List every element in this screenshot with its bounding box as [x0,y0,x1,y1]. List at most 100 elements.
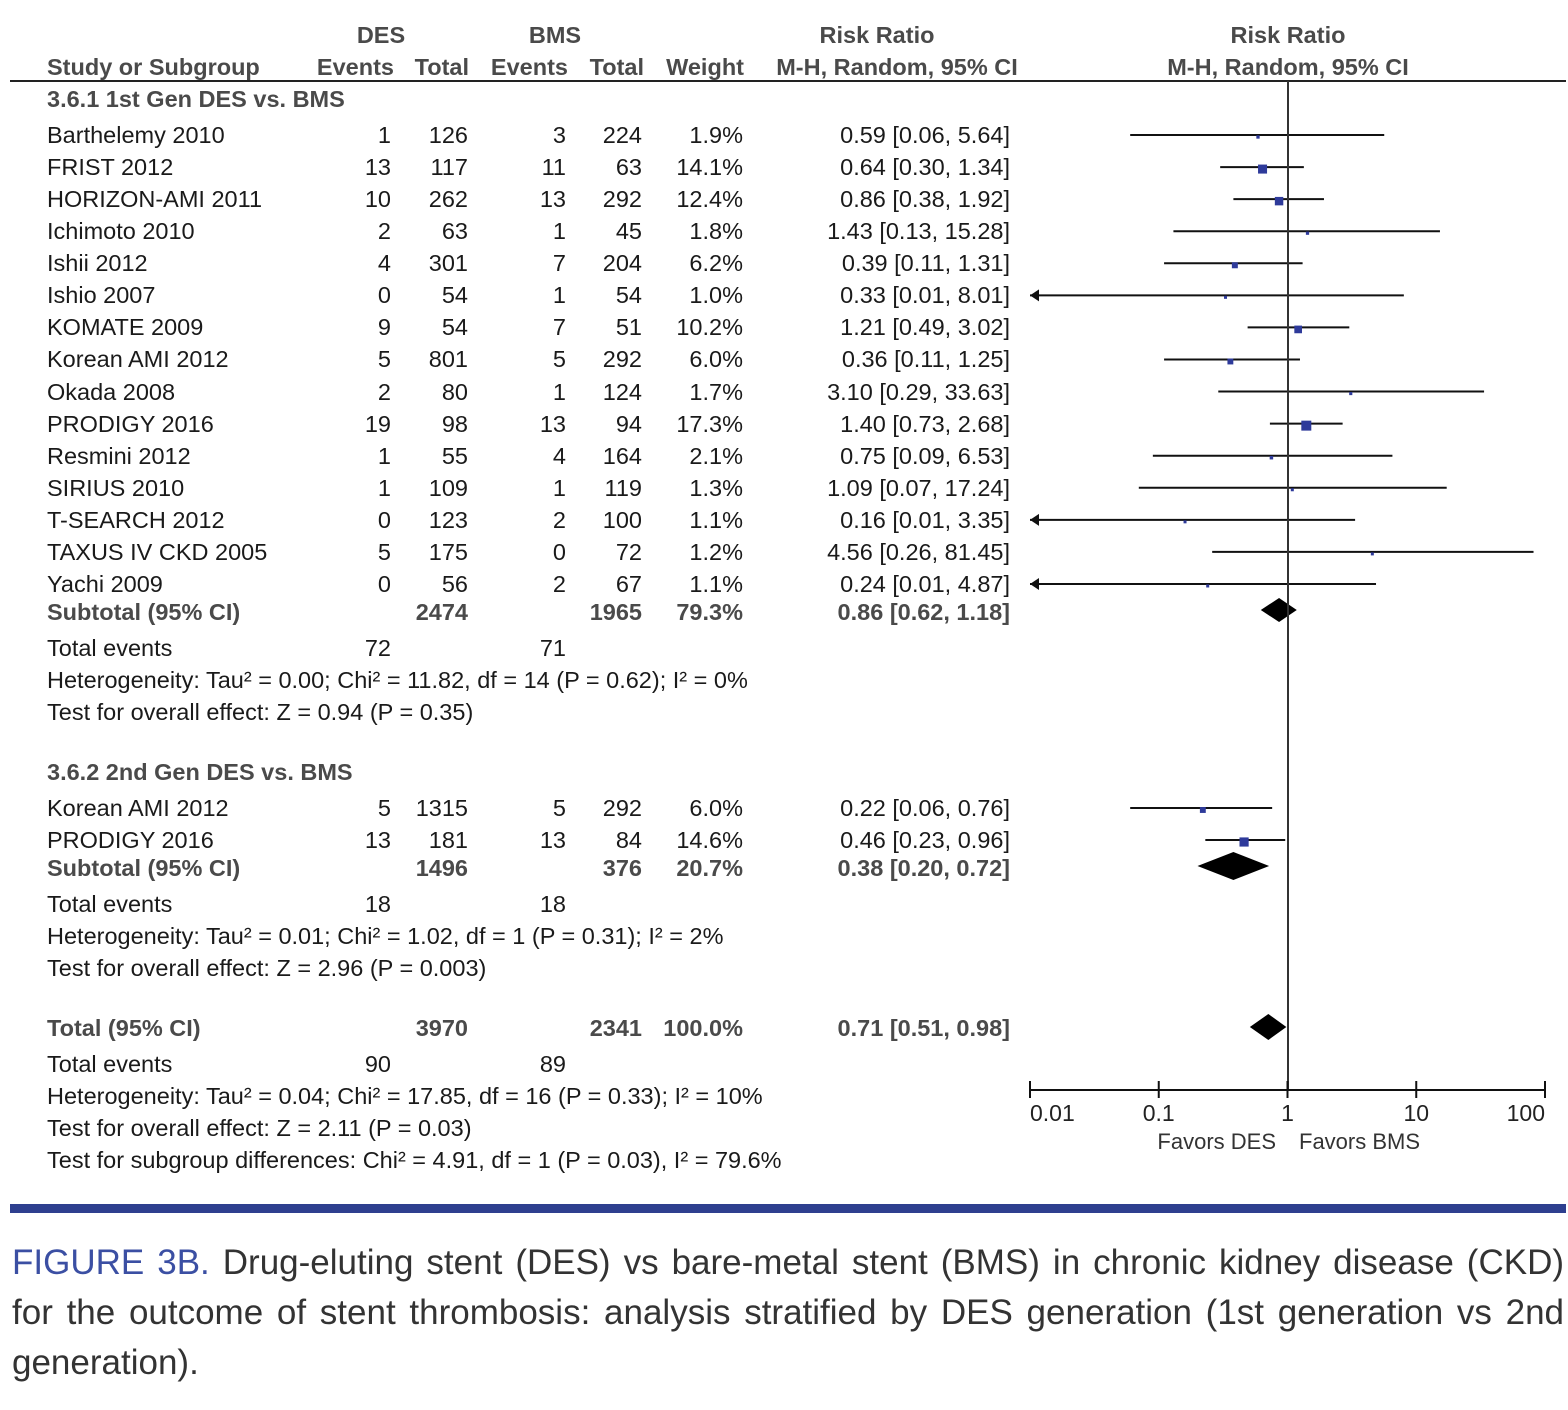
des-events: 1 [377,122,391,148]
bms-total: 376 [602,855,642,881]
risk-ratio-ci: 0.46 [0.23, 0.96] [840,827,1010,853]
study-name: Korean AMI 2012 [47,795,229,821]
des-total-events: 18 [364,891,391,917]
x-tick-label: 0.01 [1030,1100,1075,1126]
des-events: 10 [364,186,391,213]
des-total: 54 [441,282,468,309]
risk-ratio-ci: 0.75 [0.09, 6.53] [840,442,1010,469]
risk-ratio-ci: 0.38 [0.20, 0.72] [837,855,1010,881]
point-estimate [1199,807,1206,813]
overall-effect: Test for overall effect: Z = 2.96 (P = 0… [47,955,487,981]
bms-events: 1 [552,474,566,501]
des-events: 19 [364,410,391,437]
summary-diamond [1249,1014,1287,1040]
weight: 17.3% [676,410,743,437]
weight: 20.7% [676,855,743,881]
point-estimate [1274,196,1284,206]
bms-total: 292 [602,346,642,373]
header-rule [10,80,1566,82]
bms-events: 13 [539,827,566,853]
weight: 10.2% [676,314,743,341]
point-estimate [1305,231,1310,235]
des-total: 181 [428,827,468,853]
des-total: 56 [441,570,468,597]
bms-total: 94 [615,410,642,437]
bms-total: 72 [615,538,642,565]
risk-ratio-ci: 1.43 [0.13, 15.28] [827,218,1010,245]
x-tick-label: 1 [1281,1100,1294,1126]
des-total-events: 72 [364,635,391,661]
des-total: 126 [428,122,468,148]
rr-method-header: M-H, Random, 95% CI [776,54,1018,80]
des-total: 117 [430,154,468,181]
bms-total: 54 [615,282,642,309]
des-events: 9 [377,314,391,341]
des-total: 301 [428,250,468,277]
risk-ratio-ci: 0.22 [0.06, 0.76] [840,795,1010,821]
bms-total-header: Total [589,54,644,80]
weight: 2.1% [689,442,743,469]
risk-ratio-ci: 0.86 [0.38, 1.92] [840,186,1010,213]
weight: 1.3% [689,474,743,501]
bms-events: 5 [552,346,566,373]
weight: 1.8% [689,218,743,245]
des-total: 55 [441,442,468,469]
weight: 1.0% [689,282,743,309]
des-events: 13 [364,154,391,181]
total-events-label: Total events [47,1051,173,1077]
bms-total: 67 [615,570,642,597]
weight: 6.2% [689,250,743,277]
bms-events: 13 [539,186,566,213]
des-events: 0 [377,282,391,309]
study-name: PRODIGY 2016 [47,827,214,853]
point-estimate [1239,837,1249,847]
heterogeneity: Heterogeneity: Tau² = 0.04; Chi² = 17.85… [47,1083,763,1109]
study-name: Barthelemy 2010 [47,122,225,148]
risk-ratio-ci: 0.16 [0.01, 3.35] [840,506,1010,533]
study-name: SIRIUS 2010 [47,474,185,501]
des-total: 123 [428,506,468,533]
point-estimate [1269,455,1274,460]
point-estimate [1231,262,1238,269]
arrow-left-icon [1030,289,1039,302]
study-name: Yachi 2009 [47,570,163,597]
bms-events: 4 [552,442,566,469]
study-column-header: Study or Subgroup [47,54,260,80]
des-total: 175 [428,538,468,565]
risk-ratio-ci: 0.64 [0.30, 1.34] [840,154,1010,181]
risk-ratio-ci: 0.24 [0.01, 4.87] [840,570,1010,597]
plot-method-header: M-H, Random, 95% CI [1167,54,1409,80]
figure-caption: FIGURE 3B. Drug-eluting stent (DES) vs b… [12,1238,1564,1388]
risk-ratio-ci: 0.86 [0.62, 1.18] [837,599,1010,625]
risk-ratio-ci: 1.09 [0.07, 17.24] [827,474,1010,501]
bms-total: 84 [615,827,642,853]
subtotal-label: Subtotal (95% CI) [47,855,241,881]
risk-ratio-ci: 0.36 [0.11, 1.25] [841,346,1010,373]
bms-total: 292 [602,186,642,213]
des-total-header: Total [414,54,469,80]
des-events-header: Events [316,54,394,80]
bms-events: 11 [541,154,566,181]
des-events: 5 [377,795,391,821]
heterogeneity: Heterogeneity: Tau² = 0.01; Chi² = 1.02,… [47,923,724,949]
point-estimate [1290,488,1294,492]
forest-plot: 0.01 0.1 1 10 100 Favors DES Favors BMS [1029,81,1546,1154]
study-name: Ichimoto 2010 [47,218,195,245]
des-events: 2 [377,218,391,245]
des-total: 3970 [415,1015,468,1041]
des-events: 13 [364,827,391,853]
weight: 79.3% [676,599,743,625]
weight: 100.0% [663,1015,743,1041]
bms-total: 63 [615,154,642,181]
risk-ratio-ci: 4.56 [0.26, 81.45] [827,538,1010,565]
weight: 1.9% [689,122,743,148]
bms-events: 1 [552,378,566,405]
weight: 12.4% [676,186,743,213]
study-name: FRIST 2012 [47,154,174,181]
bms-total-events: 89 [539,1051,566,1077]
des-total: 801 [428,346,468,373]
summary-diamond [1260,598,1297,622]
total-events-label: Total events [47,891,173,917]
des-events: 1 [377,442,391,469]
weight-header: Weight [666,54,744,80]
